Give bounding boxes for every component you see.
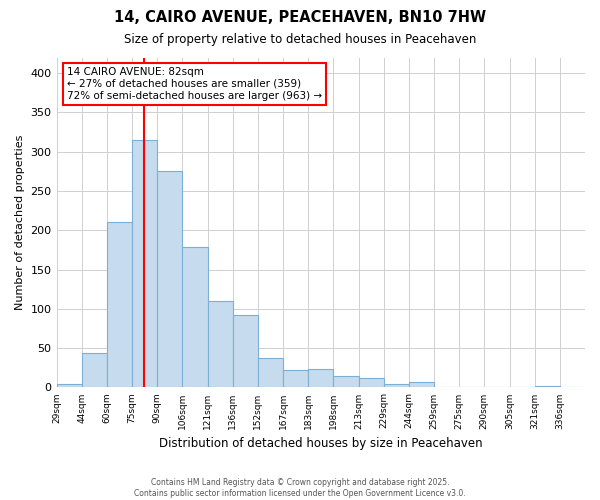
- Bar: [359, 378, 383, 388]
- X-axis label: Distribution of detached houses by size in Peacehaven: Distribution of detached houses by size …: [159, 437, 482, 450]
- Text: Size of property relative to detached houses in Peacehaven: Size of property relative to detached ho…: [124, 32, 476, 46]
- Bar: [182, 247, 208, 388]
- Bar: [107, 222, 132, 388]
- Text: Contains HM Land Registry data © Crown copyright and database right 2025.
Contai: Contains HM Land Registry data © Crown c…: [134, 478, 466, 498]
- Bar: [157, 172, 182, 388]
- Bar: [535, 386, 560, 388]
- Bar: [132, 140, 157, 388]
- Bar: [334, 376, 359, 388]
- Bar: [409, 382, 434, 388]
- Bar: [233, 315, 258, 388]
- Bar: [308, 368, 334, 388]
- Bar: [82, 353, 107, 388]
- Y-axis label: Number of detached properties: Number of detached properties: [15, 135, 25, 310]
- Bar: [56, 384, 82, 388]
- Text: 14, CAIRO AVENUE, PEACEHAVEN, BN10 7HW: 14, CAIRO AVENUE, PEACEHAVEN, BN10 7HW: [114, 10, 486, 25]
- Bar: [383, 384, 409, 388]
- Text: 14 CAIRO AVENUE: 82sqm
← 27% of detached houses are smaller (359)
72% of semi-de: 14 CAIRO AVENUE: 82sqm ← 27% of detached…: [67, 68, 322, 100]
- Bar: [283, 370, 308, 388]
- Bar: [208, 301, 233, 388]
- Bar: [258, 358, 283, 388]
